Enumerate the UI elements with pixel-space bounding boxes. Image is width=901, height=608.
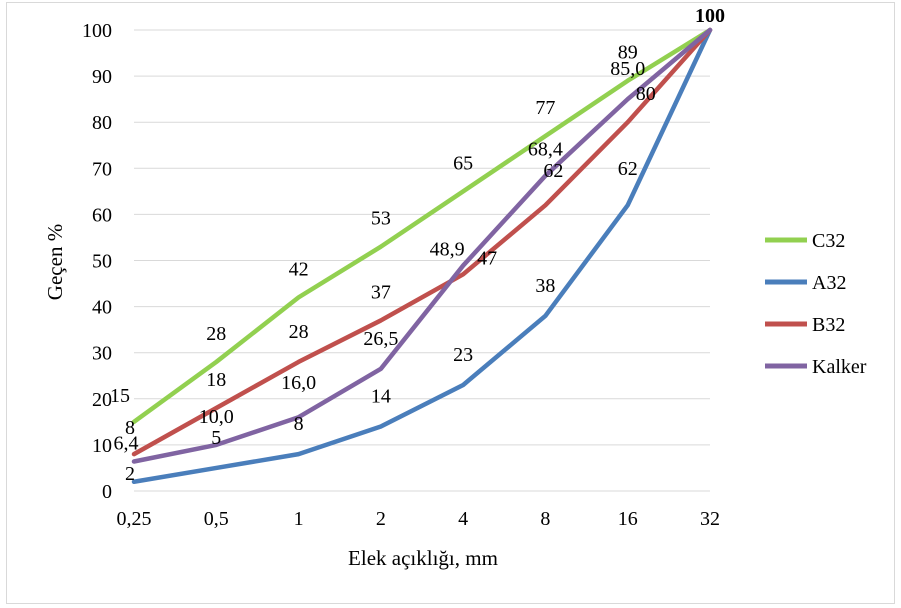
- x-tick-label: 0,25: [117, 508, 152, 530]
- data-label: 47: [477, 247, 497, 269]
- chart-frame: [6, 2, 895, 604]
- legend-label-b32: B32: [812, 314, 845, 336]
- x-tick-label: 4: [458, 508, 468, 530]
- legend-label-c32: C32: [812, 230, 845, 252]
- series-line-b32: [131, 27, 713, 457]
- data-label: 62: [543, 160, 563, 182]
- data-label: 2: [125, 463, 135, 485]
- data-label: 38: [535, 275, 555, 297]
- data-label: 62: [618, 158, 638, 180]
- y-tick-label: 10: [92, 435, 112, 457]
- y-tick-label: 50: [92, 251, 112, 273]
- x-tick-label: 32: [700, 508, 720, 530]
- data-label: 16,0: [281, 372, 316, 394]
- data-label: 5: [211, 427, 221, 449]
- data-label: 28: [289, 321, 309, 343]
- data-label: 6,4: [114, 432, 139, 454]
- series-lines: [131, 27, 713, 485]
- data-label: 15: [110, 385, 130, 407]
- x-tick-label: 2: [376, 508, 386, 530]
- series-line-c32: [131, 27, 713, 425]
- x-tick-label: 8: [540, 508, 550, 530]
- data-label: 100: [695, 5, 725, 27]
- y-tick-label: 20: [92, 389, 112, 411]
- data-label: 65: [453, 152, 473, 174]
- data-label: 80: [636, 83, 656, 105]
- data-label: 8: [125, 417, 135, 439]
- legend: C32 A32 B32 Kalker: [765, 230, 867, 378]
- legend-label-kalker: Kalker: [812, 356, 867, 378]
- y-tick-label: 40: [92, 297, 112, 319]
- x-tick-label: 0,5: [204, 508, 229, 530]
- gridlines: [134, 29, 710, 492]
- data-label: 8: [294, 413, 304, 435]
- y-tick-label: 100: [82, 20, 112, 42]
- data-label: 53: [371, 208, 391, 230]
- legend-label-a32: A32: [812, 272, 846, 294]
- x-axis-title: Elek açıklığı, mm: [348, 546, 498, 570]
- data-label: 85,0: [610, 58, 645, 80]
- data-label: 68,4: [528, 139, 563, 161]
- series-line-a32: [131, 27, 713, 485]
- data-label: 23: [453, 344, 473, 366]
- y-axis-title: Geçen %: [43, 224, 67, 300]
- data-label: 28: [206, 323, 226, 345]
- series-line-kalker: [131, 27, 713, 464]
- data-label: 14: [371, 385, 391, 407]
- y-tick-label: 60: [92, 204, 112, 226]
- data-label: 77: [535, 97, 555, 119]
- data-label: 42: [289, 258, 309, 280]
- x-tick-label: 16: [618, 508, 638, 530]
- y-tick-label: 70: [92, 158, 112, 180]
- x-axis-ticks: 0,25 0,5 1 2 4 8 16 32: [117, 508, 721, 530]
- data-label: 10,0: [199, 406, 234, 428]
- data-label: 89: [618, 42, 638, 64]
- y-tick-label: 30: [92, 343, 112, 365]
- data-label: 26,5: [363, 328, 398, 350]
- y-tick-label: 80: [92, 112, 112, 134]
- y-tick-label: 0: [102, 481, 112, 503]
- data-label: 48,9: [430, 239, 465, 261]
- data-label: 37: [371, 281, 391, 303]
- data-labels: 15 28 42 53 65 77 89 100 2 5 8 14 23 38 62 8 18 28 37 47 62 8…: [110, 5, 725, 485]
- x-tick-label: 1: [294, 508, 304, 530]
- y-axis-ticks: 0 10 20 30 40 50 60 70 80 90 100: [82, 20, 112, 503]
- y-tick-label: 90: [92, 66, 112, 88]
- data-label: 18: [206, 369, 226, 391]
